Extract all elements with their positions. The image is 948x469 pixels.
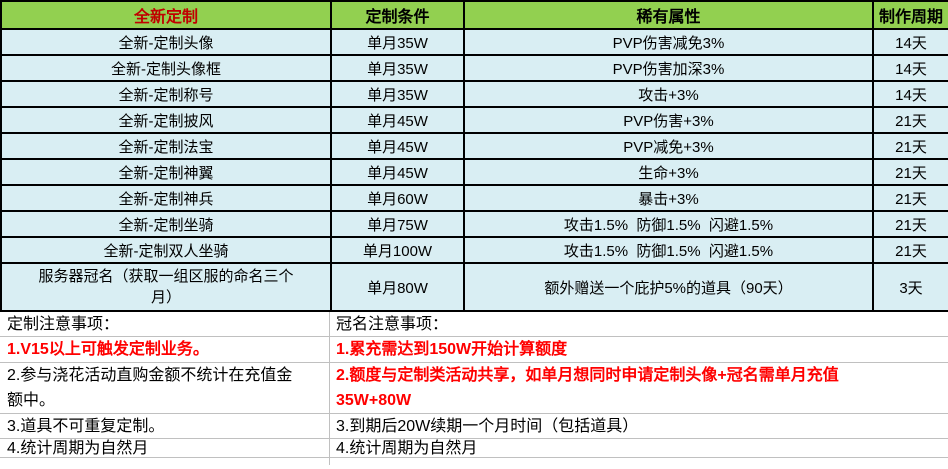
production-cycle-cell: 21天 xyxy=(872,106,948,134)
item-name-cell: 全新-定制神翼 xyxy=(0,158,332,186)
item-name-cell: 全新-定制披风 xyxy=(0,106,332,134)
table-row: 全新-定制称号 单月35W 攻击+3% 14天 xyxy=(0,80,948,108)
note-line: 4.统计周期为自然月 xyxy=(0,439,330,458)
table-row: 全新-定制法宝 单月45W PVP减免+3% 21天 xyxy=(0,132,948,160)
condition-cell: 单月45W xyxy=(330,106,465,134)
rare-attribute-cell: 攻击1.5% 防御1.5% 闪避1.5% xyxy=(463,236,874,264)
note-line: 3.到期后20W续期一个月时间（包括道具） xyxy=(330,414,948,439)
header-production-cycle: 制作周期 xyxy=(872,0,948,30)
custom-notes-title: 定制注意事项： xyxy=(0,312,330,337)
header-condition: 定制条件 xyxy=(330,0,465,30)
rare-attribute-cell: PVP减免+3% xyxy=(463,132,874,160)
item-name-cell: 全新-定制法宝 xyxy=(0,132,332,160)
production-cycle-cell: 21天 xyxy=(872,184,948,212)
note-line: 4.统计周期为自然月 xyxy=(330,439,948,458)
header-rare-attribute: 稀有属性 xyxy=(463,0,874,30)
naming-notes-title: 冠名注意事项： xyxy=(330,312,948,337)
note-line: 3.道具不可重复定制。 xyxy=(0,414,330,439)
condition-cell: 单月45W xyxy=(330,132,465,160)
table-row: 全新-定制神兵 单月60W 暴击+3% 21天 xyxy=(0,184,948,212)
condition-cell: 单月100W xyxy=(330,236,465,264)
production-cycle-cell: 21天 xyxy=(872,158,948,186)
production-cycle-cell: 21天 xyxy=(872,210,948,238)
item-name-cell: 全新-定制头像 xyxy=(0,28,332,56)
production-cycle-cell: 14天 xyxy=(872,80,948,108)
item-name-cell: 服务器冠名（获取一组区服的命名三个 月） xyxy=(0,262,332,312)
condition-cell: 单月35W xyxy=(330,28,465,56)
header-item-name: 全新定制 xyxy=(0,0,332,30)
rare-attribute-cell: 额外赠送一个庇护5%的道具（90天） xyxy=(463,262,874,312)
item-name-cell: 全新-定制坐骑 xyxy=(0,210,332,238)
production-cycle-cell: 14天 xyxy=(872,28,948,56)
header-row: 全新定制 定制条件 稀有属性 制作周期 xyxy=(0,0,948,30)
condition-cell: 单月80W xyxy=(330,262,465,312)
rare-attribute-cell: 攻击+3% xyxy=(463,80,874,108)
table-row: 服务器冠名（获取一组区服的命名三个 月） 单月80W 额外赠送一个庇护5%的道具… xyxy=(0,262,948,312)
table-row: 全新-定制神翼 单月45W 生命+3% 21天 xyxy=(0,158,948,186)
production-cycle-cell: 3天 xyxy=(872,262,948,312)
rare-attribute-cell: PVP伤害加深3% xyxy=(463,54,874,82)
item-name-cell: 全新-定制双人坐骑 xyxy=(0,236,332,264)
item-name-cell: 全新-定制头像框 xyxy=(0,54,332,82)
condition-cell: 单月75W xyxy=(330,210,465,238)
notes-section: 定制注意事项： 冠名注意事项： 1.V15以上可触发定制业务。 1.累充需达到1… xyxy=(0,312,948,465)
empty-cell xyxy=(330,458,948,465)
rare-attribute-cell: PVP伤害减免3% xyxy=(463,28,874,56)
table-row: 全新-定制披风 单月45W PVP伤害+3% 21天 xyxy=(0,106,948,134)
rare-attribute-cell: 暴击+3% xyxy=(463,184,874,212)
table-row: 全新-定制双人坐骑 单月100W 攻击1.5% 防御1.5% 闪避1.5% 21… xyxy=(0,236,948,264)
note-line: 1.V15以上可触发定制业务。 xyxy=(0,337,330,363)
condition-cell: 单月35W xyxy=(330,80,465,108)
note-line: 2.参与浇花活动直购金额不统计在充值金 额中。 xyxy=(0,363,330,414)
note-line: 2.额度与定制类活动共享，如单月想同时申请定制头像+冠名需单月充值 35W+80… xyxy=(330,363,948,414)
production-cycle-cell: 14天 xyxy=(872,54,948,82)
rare-attribute-cell: 攻击1.5% 防御1.5% 闪避1.5% xyxy=(463,210,874,238)
condition-cell: 单月45W xyxy=(330,158,465,186)
rare-attribute-cell: PVP伤害+3% xyxy=(463,106,874,134)
customization-table: 全新定制 定制条件 稀有属性 制作周期 全新-定制头像 单月35W PVP伤害减… xyxy=(0,0,948,312)
empty-cell xyxy=(0,458,330,465)
table-row: 全新-定制头像 单月35W PVP伤害减免3% 14天 xyxy=(0,28,948,56)
production-cycle-cell: 21天 xyxy=(872,236,948,264)
table-row: 全新-定制坐骑 单月75W 攻击1.5% 防御1.5% 闪避1.5% 21天 xyxy=(0,210,948,238)
note-line: 1.累充需达到150W开始计算额度 xyxy=(330,337,948,363)
item-name-cell: 全新-定制称号 xyxy=(0,80,332,108)
rare-attribute-cell: 生命+3% xyxy=(463,158,874,186)
condition-cell: 单月35W xyxy=(330,54,465,82)
table-row: 全新-定制头像框 单月35W PVP伤害加深3% 14天 xyxy=(0,54,948,82)
item-name-cell: 全新-定制神兵 xyxy=(0,184,332,212)
condition-cell: 单月60W xyxy=(330,184,465,212)
production-cycle-cell: 21天 xyxy=(872,132,948,160)
